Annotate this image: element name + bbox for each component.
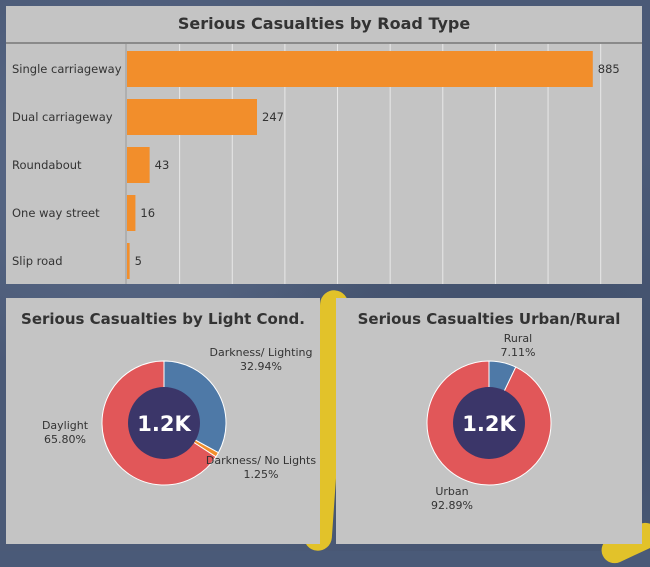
category-label: Roundabout bbox=[12, 158, 82, 172]
category-label: Single carriageway bbox=[12, 62, 122, 76]
road-type-title: Serious Casualties by Road Type bbox=[177, 14, 471, 33]
road-type-chart-panel: Single carriageway 885 Dual carriageway 247… bbox=[6, 44, 642, 284]
bar bbox=[127, 99, 257, 135]
bar-value-label: 885 bbox=[598, 62, 620, 76]
slice-label: Darkness/ No Lights bbox=[206, 454, 316, 467]
bar-value-label: 16 bbox=[140, 206, 155, 220]
bar bbox=[127, 243, 130, 279]
donut-center bbox=[128, 387, 200, 459]
slice-value-label: 32.94% bbox=[240, 360, 282, 373]
donut-center-label: 1.2K bbox=[462, 412, 516, 436]
slice-label: Daylight bbox=[42, 419, 89, 432]
slice-label: Urban bbox=[435, 485, 468, 498]
slice-label: Rural bbox=[504, 332, 532, 345]
light-cond-title: Serious Casualties by Light Cond. bbox=[21, 310, 305, 328]
slice-value-label: 7.11% bbox=[501, 346, 536, 359]
road-type-bar-chart: Single carriageway 885 Dual carriageway 247… bbox=[12, 44, 620, 284]
urban-rural-title: Serious Casualties Urban/Rural bbox=[357, 310, 621, 328]
light-cond-panel: Serious Casualties by Light Cond. 1.2K Da… bbox=[6, 298, 320, 544]
road-type-title-panel: Serious Casualties by Road Type bbox=[6, 6, 642, 44]
category-label: Dual carriageway bbox=[12, 110, 113, 124]
bar bbox=[127, 147, 150, 183]
bar-value-label: 43 bbox=[155, 158, 170, 172]
category-label: Slip road bbox=[12, 254, 63, 268]
donut-center-label: 1.2K bbox=[137, 412, 191, 436]
urban-rural-panel: Serious Casualties Urban/Rural 1.2K Rural… bbox=[336, 298, 642, 544]
category-label: One way street bbox=[12, 206, 100, 220]
slice-label: Darkness/ Lighting bbox=[210, 346, 313, 359]
slice-value-label: 1.25% bbox=[244, 468, 279, 481]
slice-value-label: 92.89% bbox=[431, 499, 473, 512]
bar-value-label: 5 bbox=[135, 254, 142, 268]
bar-value-label: 247 bbox=[262, 110, 284, 124]
bar bbox=[127, 195, 136, 231]
slice-value-label: 65.80% bbox=[44, 433, 86, 446]
bar bbox=[127, 51, 593, 87]
donut-center bbox=[453, 387, 525, 459]
